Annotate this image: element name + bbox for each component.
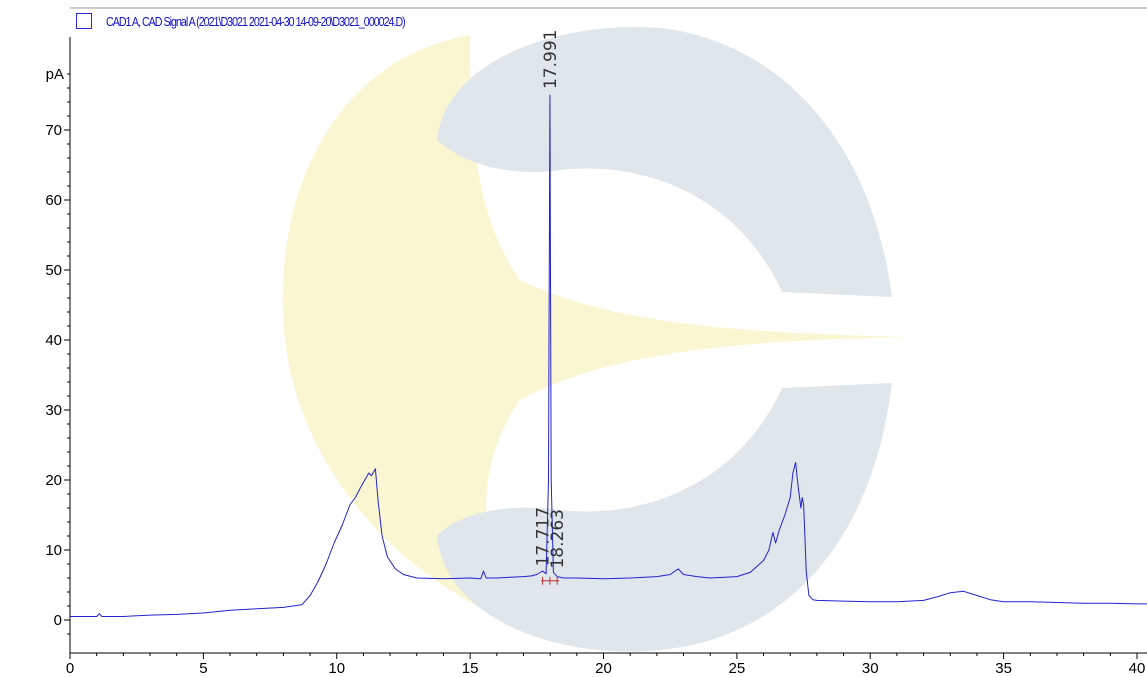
y-axis-label: pA <box>46 66 64 83</box>
watermark-blue-lower <box>437 383 892 652</box>
peak-label: 17.717 <box>534 507 554 566</box>
x-tick-label: 0 <box>66 660 74 677</box>
x-tick-label: 20 <box>595 660 612 677</box>
y-tick-label: 20 <box>45 472 62 489</box>
y-tick-label: 10 <box>45 542 62 559</box>
x-tick-label: 5 <box>199 660 207 677</box>
watermark-yellow-sweep <box>282 35 910 625</box>
plot-area: 17.717 17.991 18.263 <box>70 30 1147 617</box>
legend: CAD1 A, CAD Signal A (2021\D3021 2021-04… <box>76 11 470 31</box>
legend-text: CAD1 A, CAD Signal A (2021\D3021 2021-04… <box>106 13 406 29</box>
x-tick-label: 15 <box>462 660 479 677</box>
y-tick-label: 60 <box>45 192 62 209</box>
x-tick-label: 10 <box>328 660 345 677</box>
y-tick-label: 70 <box>45 122 62 139</box>
legend-swatch[interactable] <box>76 13 92 29</box>
y-tick-label: 50 <box>45 262 62 279</box>
signal-trace <box>70 94 1147 617</box>
peak-label: 18.263 <box>548 509 568 568</box>
watermark-logo <box>282 26 910 652</box>
x-tick-label: 30 <box>862 660 879 677</box>
watermark-blue-upper <box>437 26 892 297</box>
y-tick-label: 0 <box>54 612 62 629</box>
y-tick-label: 40 <box>45 332 62 349</box>
y-tick-label: 30 <box>45 402 62 419</box>
x-tick-label: 35 <box>995 660 1012 677</box>
x-tick-label: 25 <box>729 660 746 677</box>
x-tick-label: 40 <box>1129 660 1146 677</box>
peak-label: 17.991 <box>541 30 561 89</box>
